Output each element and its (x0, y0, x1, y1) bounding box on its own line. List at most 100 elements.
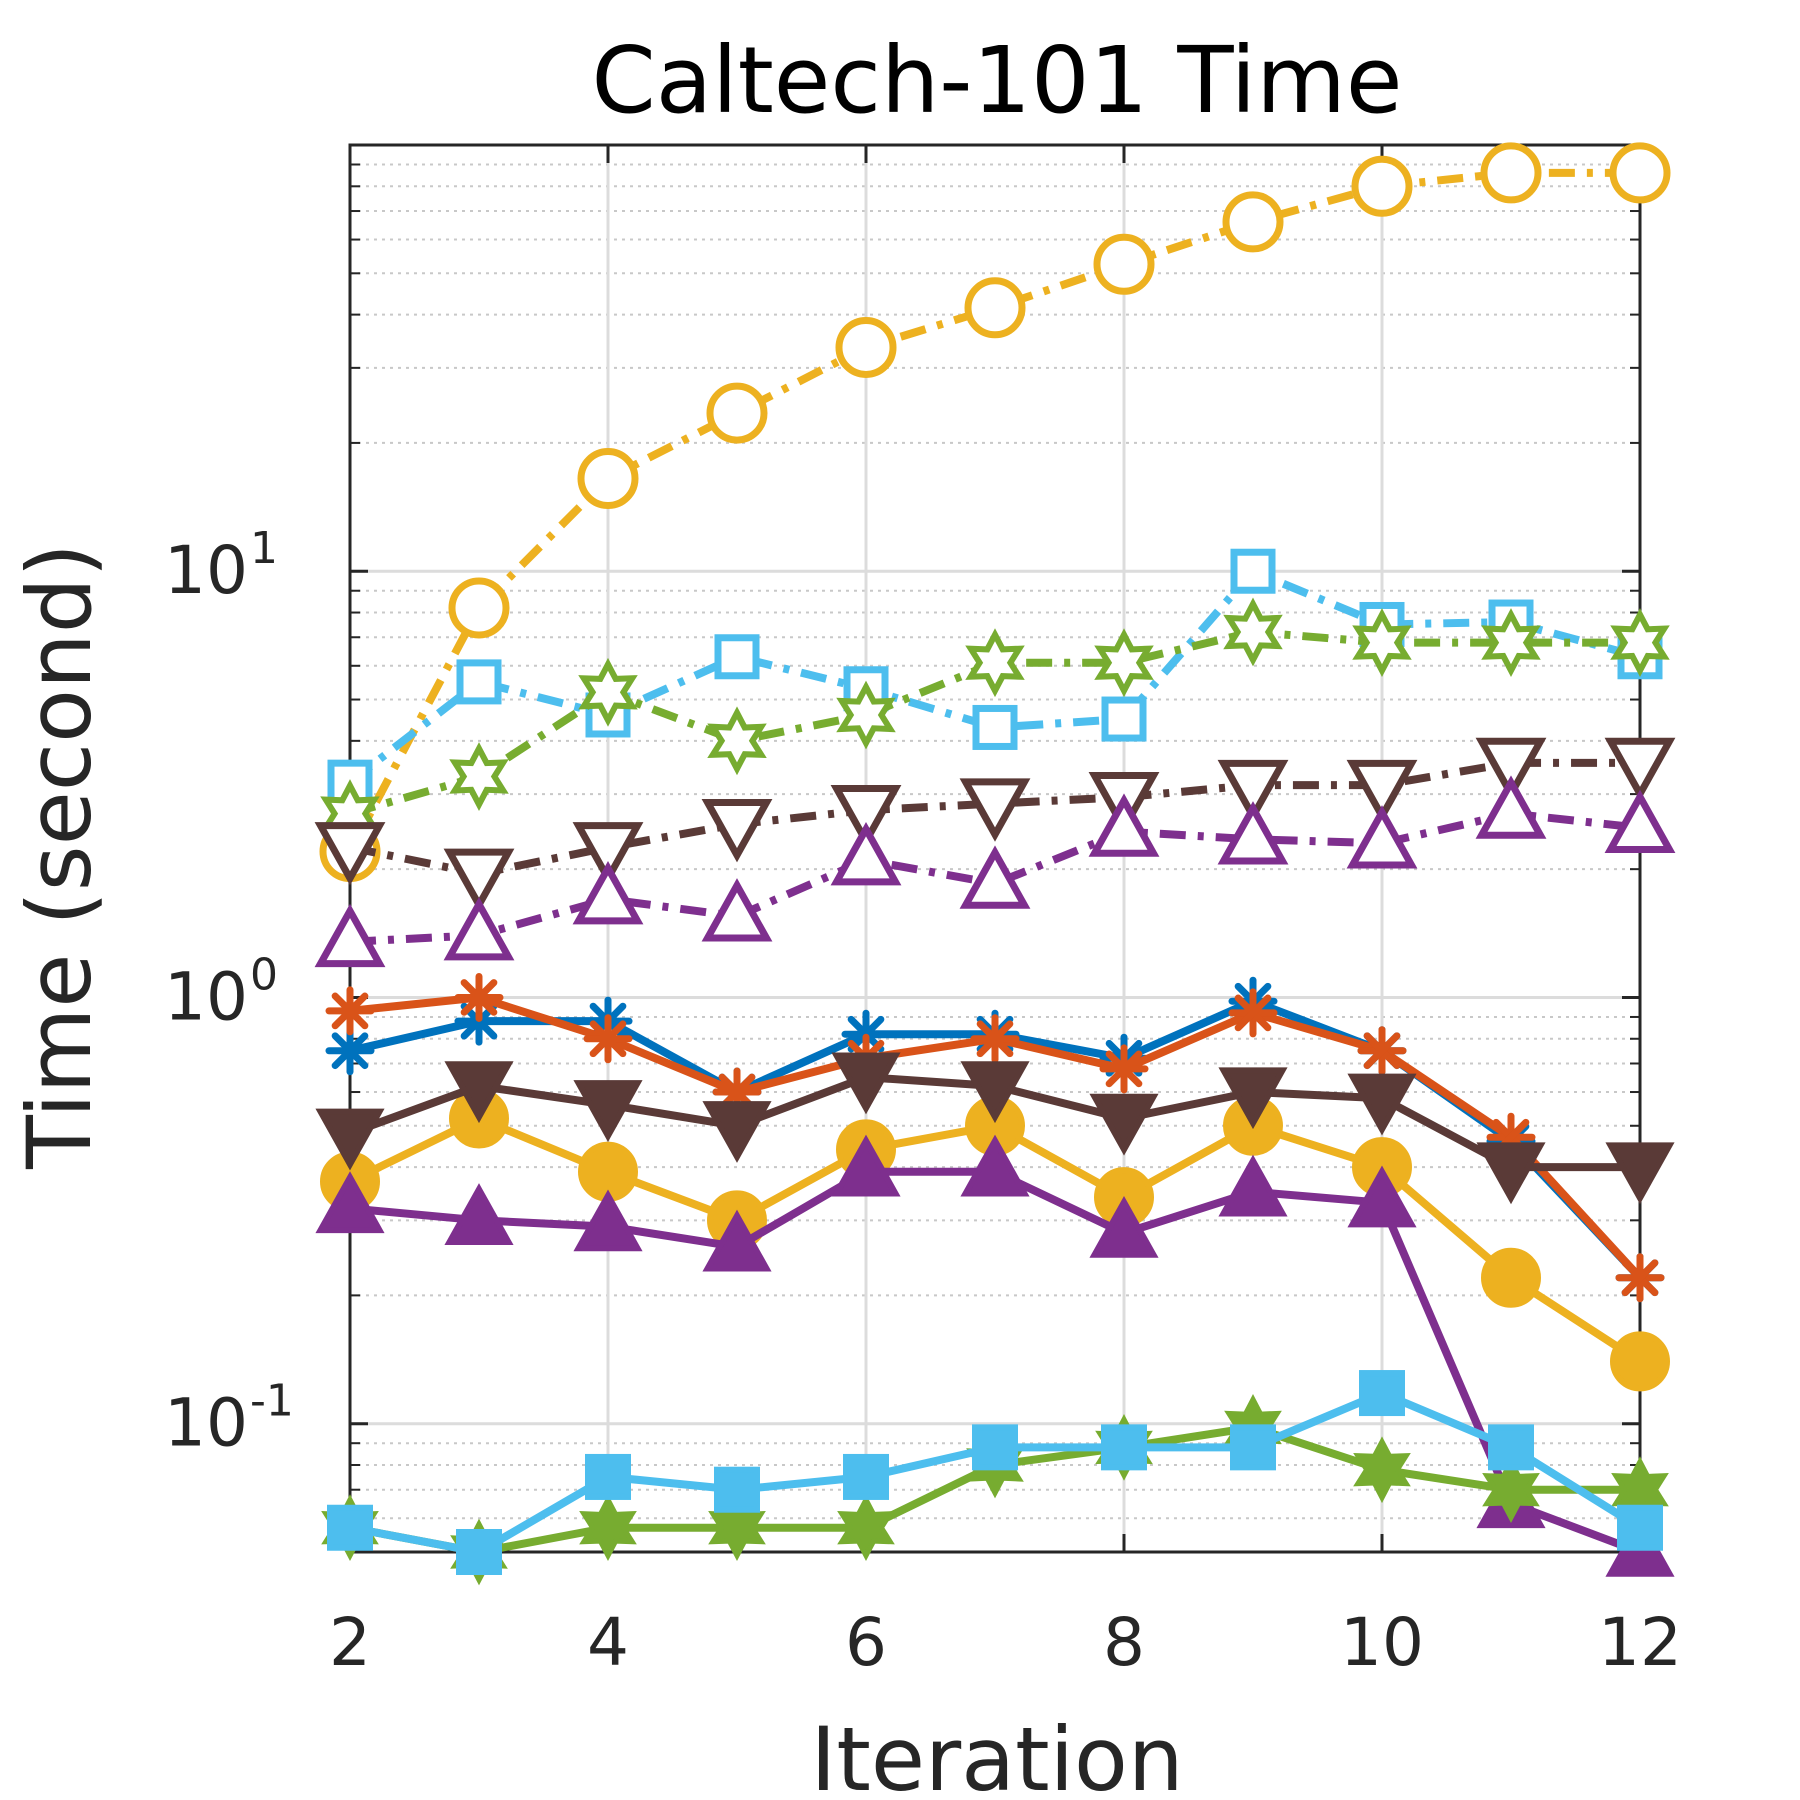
marker-triangle-up (443, 897, 515, 961)
marker-triangle-up (1089, 1195, 1159, 1258)
marker-triangle-up (831, 1134, 901, 1197)
marker-triangle-down (959, 778, 1031, 842)
marker-triangle-up (701, 878, 773, 942)
marker-square (714, 634, 760, 680)
marker-triangle-up (960, 1134, 1030, 1197)
marker-hexagram (578, 657, 638, 727)
marker-triangle-down (315, 1108, 385, 1171)
series-line (349, 758, 1640, 878)
marker-triangle-down (1346, 759, 1418, 824)
marker-triangle-down (960, 1061, 1030, 1124)
marker-circle (835, 316, 897, 378)
marker-hexagram (579, 1494, 637, 1562)
marker-asterisk (1615, 1253, 1665, 1303)
marker-asterisk (970, 1014, 1020, 1064)
marker-hexagram (449, 742, 509, 811)
marker-triangle-down (1217, 759, 1289, 824)
marker-asterisk-stroke (976, 1020, 1014, 1058)
marker-triangle-up (830, 821, 902, 886)
marker-circle (1351, 155, 1413, 217)
series-brown-triangle-down (315, 1052, 1675, 1205)
marker-triangle-down (1218, 1067, 1288, 1130)
y-tick-exponent: -1 (250, 1376, 294, 1427)
marker-circle (964, 277, 1026, 339)
marker-hexagram (1352, 608, 1412, 678)
marker-asterisk (1099, 1044, 1149, 1094)
marker-square (327, 1504, 373, 1551)
marker-square (585, 1453, 631, 1500)
tick-labels: 10 -110 010 12 4 6 8 10 12 (164, 523, 1682, 1681)
marker-asterisk (325, 986, 375, 1036)
y-axis-label: Time (second) (8, 543, 111, 1170)
marker-square (1359, 1370, 1405, 1417)
marker-circle (1093, 233, 1155, 295)
y-tick-exponent: 1 (250, 523, 278, 574)
marker-square (1101, 1424, 1147, 1471)
marker-triangle-up (1346, 805, 1418, 869)
marker-circle (1609, 142, 1671, 204)
y-tick-exponent: 0 (250, 949, 278, 1000)
marker-square (1617, 1504, 1663, 1551)
marker-triangle-down (314, 822, 386, 886)
marker-square (714, 1466, 760, 1513)
marker-triangle-down (1605, 1142, 1675, 1205)
marker-triangle-down (830, 785, 902, 849)
marker-square (972, 704, 1018, 750)
marker-asterisk (1228, 988, 1278, 1038)
marker-hexagram (1353, 1436, 1411, 1504)
marker-square (1101, 696, 1147, 742)
marker-hexagram (837, 1494, 895, 1562)
marker-hexagram (965, 628, 1025, 698)
series-yellow-circle-open (319, 142, 1671, 883)
marker-triangle-up (1347, 1165, 1417, 1228)
marker-asterisk-stroke (1621, 1259, 1659, 1297)
marker-triangle-down (572, 822, 644, 886)
series-brown-triangle-down-open (314, 737, 1676, 913)
marker-hexagram (708, 1494, 766, 1562)
marker-triangle-up (1218, 1154, 1288, 1217)
marker-circle (1480, 142, 1542, 204)
marker-asterisk (325, 1026, 375, 1076)
marker-asterisk (454, 972, 504, 1022)
x-tick-label: 6 (845, 1604, 887, 1681)
marker-triangle-up (702, 1209, 772, 1272)
marker-triangle-down (1347, 1073, 1417, 1136)
marker-triangle-up (315, 1171, 385, 1234)
x-tick-label: 12 (1598, 1604, 1682, 1681)
marker-square (456, 659, 502, 705)
marker-hexagram (836, 680, 896, 750)
x-axis-label: Iteration (810, 1708, 1183, 1800)
marker-asterisk-stroke (1105, 1050, 1143, 1088)
marker-square (1488, 1424, 1534, 1471)
marker-asterisk-stroke (331, 1032, 369, 1070)
series-purple-triangle-up-open (314, 775, 1676, 968)
marker-triangle-down (1475, 737, 1547, 802)
marker-triangle-down (573, 1080, 643, 1142)
marker-asterisk-stroke (1234, 994, 1272, 1032)
marker-triangle-up (314, 903, 386, 968)
marker-triangle-down (443, 848, 515, 913)
marker-square (1230, 1424, 1276, 1471)
series-cyan-square (327, 1370, 1663, 1575)
marker-hexagram (1094, 628, 1154, 698)
marker-triangle-down (702, 1101, 772, 1163)
marker-triangle-up (1475, 775, 1547, 839)
marker-circle (448, 577, 510, 639)
marker-triangle-up (573, 1189, 643, 1252)
marker-triangle-up (444, 1183, 514, 1246)
marker-triangle-down (1604, 737, 1676, 802)
marker-asterisk-stroke (331, 992, 369, 1030)
marker-hexagram (1482, 1456, 1540, 1524)
marker-hexagram (1481, 608, 1541, 678)
marker-triangle-up (572, 861, 644, 925)
marker-asterisk-stroke (589, 1020, 627, 1058)
marker-hexagram (1610, 608, 1670, 678)
marker-hexagram (1223, 597, 1283, 667)
marker-square (456, 1529, 502, 1575)
x-tick-label: 4 (587, 1604, 629, 1681)
chart-title: Caltech-101 Time (592, 27, 1403, 134)
marker-triangle-down (1476, 1142, 1546, 1205)
series-green-hexagram-open (320, 597, 1670, 849)
series-group (314, 142, 1676, 1586)
